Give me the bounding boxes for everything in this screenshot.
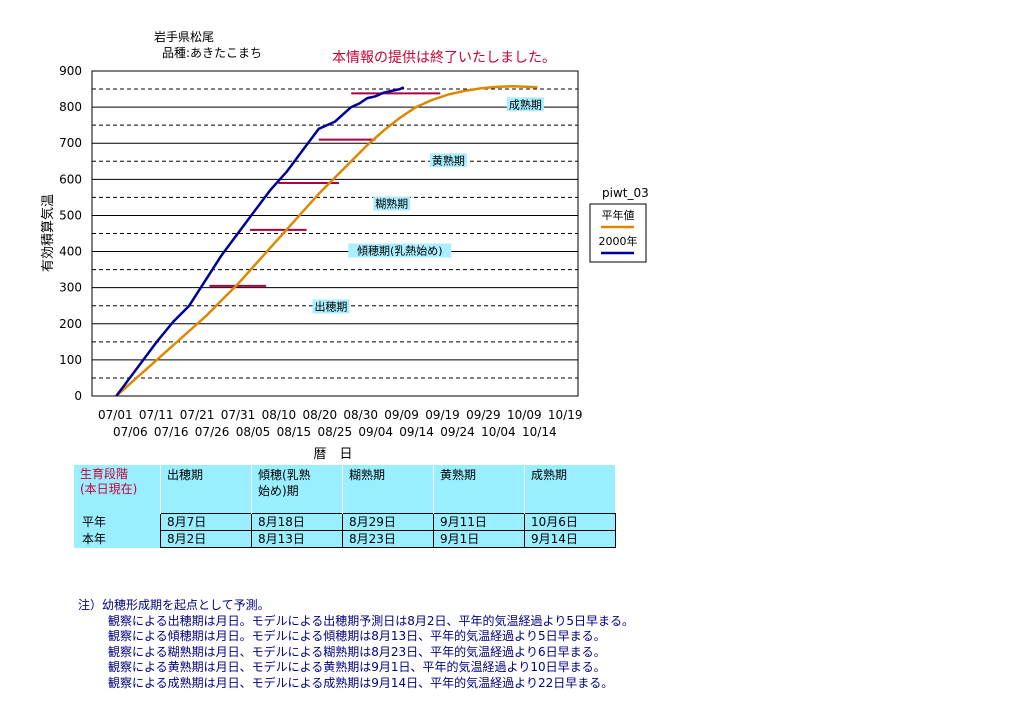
- table-header-stage: 傾穂(乳熟 始め)期: [251, 465, 343, 514]
- x-tick-label: 07/31: [221, 408, 256, 422]
- x-tick-label: 08/30: [343, 408, 378, 422]
- note-line: 観察による成熟期は月日、モデルによる成熟期は9月14日、平年的気温経過より22日…: [108, 675, 614, 690]
- x-axis-label: 暦 日: [313, 447, 352, 462]
- notes: 注）幼穂形成期を起点として予測。 観察による出穂期は月日。モデルによる出穂期予測…: [78, 598, 634, 692]
- x-tick-label: 08/15: [277, 425, 312, 439]
- x-tick-label: 10/09: [507, 408, 542, 422]
- x-tick-label: 09/14: [399, 425, 434, 439]
- x-tick-label: 09/24: [440, 425, 475, 439]
- stage-label-text: 黄熟期: [432, 153, 465, 167]
- y-tick-label: 500: [59, 208, 82, 222]
- plot-frame: [91, 70, 579, 397]
- growth-stage-table: 生育段階 (本日現在) 出穂期 傾穂(乳熟 始め)期 糊熟期 黄熟期 成熟期 平年 …: [74, 465, 616, 548]
- x-tick-label: 07/16: [154, 425, 189, 439]
- note-line: 観察による傾穂期は月日。モデルによる傾穂期は8月13日、平年的気温経過より5日早…: [108, 629, 606, 644]
- x-tick-label: 10/19: [548, 408, 583, 422]
- x-tick-label: 08/05: [236, 425, 271, 439]
- stage-label: 糊熟期: [373, 196, 411, 211]
- x-tick-label: 07/26: [195, 425, 230, 439]
- y-tick-label: 100: [59, 353, 82, 367]
- stage-label-text: 成熟期: [509, 97, 542, 111]
- y-tick-label: 600: [59, 172, 82, 186]
- y-tick-label: 200: [59, 317, 82, 331]
- stage-label: 出穂期: [312, 299, 350, 314]
- y-tick-label: 900: [59, 64, 82, 78]
- y-tick-label: 800: [59, 100, 82, 114]
- location-title: 岩手県松尾: [154, 30, 215, 44]
- legend: piwt_03 平年値 2000年: [589, 186, 649, 263]
- table-row: 平年 8月7日 8月18日 8月29日 9月11日 10月6日: [74, 513, 616, 531]
- table-cell: 8月23日: [342, 530, 434, 548]
- note-line: 観察による糊熟期は月日、モデルによる糊熟期は8月23日、平年的気温経過より6日早…: [108, 644, 606, 659]
- y-tick-label: 400: [59, 245, 82, 259]
- legend-label: 平年値: [602, 208, 635, 222]
- table-cell: 8月2日: [160, 530, 252, 548]
- y-tick-label: 0: [74, 389, 82, 403]
- table-header-label: 生育段階 (本日現在): [74, 465, 161, 514]
- table-header-stage: 糊熟期: [342, 465, 434, 514]
- stage-label-bg: [312, 299, 350, 314]
- note-line: 観察による出穂期は月日。モデルによる出穂期予測日は8月2日、平年的気温経過より5…: [108, 613, 634, 628]
- x-tick-label: 09/09: [384, 408, 419, 422]
- x-tick-label: 08/25: [318, 425, 353, 439]
- y-axis-label: 有効積算気温: [40, 194, 56, 272]
- stage-label-text: 傾穂期(乳熱始め): [357, 244, 443, 258]
- row-label: 平年: [74, 513, 161, 531]
- table-header-stage: 成熟期: [524, 465, 615, 514]
- table-row: 本年 8月2日 8月13日 8月23日 9月1日 9月14日: [74, 530, 616, 548]
- stage-label-text: 糊熟期: [375, 197, 408, 211]
- x-tick-label: 10/04: [481, 425, 516, 439]
- x-tick-label: 08/20: [303, 408, 338, 422]
- table-cell: 9月1日: [433, 530, 525, 548]
- x-tick-label: 08/10: [262, 408, 297, 422]
- stage-label-text: 出穂期: [314, 300, 347, 314]
- table-cell: 9月14日: [524, 530, 616, 548]
- table-header-stage: 出穂期: [160, 465, 252, 514]
- legend-label: 2000年: [599, 234, 638, 248]
- series-line: [115, 86, 405, 397]
- stage-label-bg: [348, 243, 452, 258]
- x-tick-label: 09/04: [358, 425, 393, 439]
- legend-title: piwt_03: [602, 186, 649, 200]
- stage-label-bg: [429, 153, 467, 168]
- y-tick-label: 300: [59, 281, 82, 295]
- table-cell: 9月11日: [433, 513, 525, 531]
- table-cell: 8月29日: [342, 513, 434, 531]
- x-tick-label: 10/14: [522, 425, 557, 439]
- stage-label-bg: [373, 196, 411, 211]
- notice-text: 本情報の提供は終了いたしました。: [332, 50, 556, 66]
- y-tick-label: 700: [59, 136, 82, 150]
- x-tick-label: 07/01: [98, 408, 133, 422]
- stage-label: 成熟期: [506, 97, 544, 112]
- row-label: 本年: [74, 530, 161, 548]
- table-cell: 8月7日: [160, 513, 252, 531]
- plot-area: 0 100 200 300 400 500 600 700 800 900 07/01 07/11 07…: [40, 64, 582, 462]
- x-tick-label: 09/29: [466, 408, 501, 422]
- note-line: 観察による黄熟期は月日、モデルによる黄熟期は9月1日、平年的気温経過より10日早…: [108, 660, 606, 675]
- x-tick-label: 09/19: [425, 408, 460, 422]
- table-cell: 8月18日: [251, 513, 343, 531]
- x-tick-label: 07/06: [113, 425, 148, 439]
- x-tick-label: 07/21: [180, 408, 215, 422]
- variety-title: 品種:あきたこまち: [162, 46, 263, 60]
- table-cell: 10月6日: [524, 513, 616, 531]
- note-title: 注）幼穂形成期を起点として予測。: [78, 598, 270, 612]
- stage-label: 傾穂期(乳熱始め): [348, 243, 452, 258]
- x-tick-label: 07/11: [139, 408, 174, 422]
- table-cell: 8月13日: [251, 530, 343, 548]
- chart: 0 100 200 300 400 500 600 700 800 900 07/01 07/11 07…: [40, 64, 649, 462]
- table-header-stage: 黄熟期: [433, 465, 525, 514]
- series-line: [115, 84, 538, 397]
- table-header-row: 生育段階 (本日現在) 出穂期 傾穂(乳熟 始め)期 糊熟期 黄熟期 成熟期: [74, 465, 615, 514]
- stage-label: 黄熟期: [429, 153, 467, 168]
- stage-label-bg: [506, 97, 544, 112]
